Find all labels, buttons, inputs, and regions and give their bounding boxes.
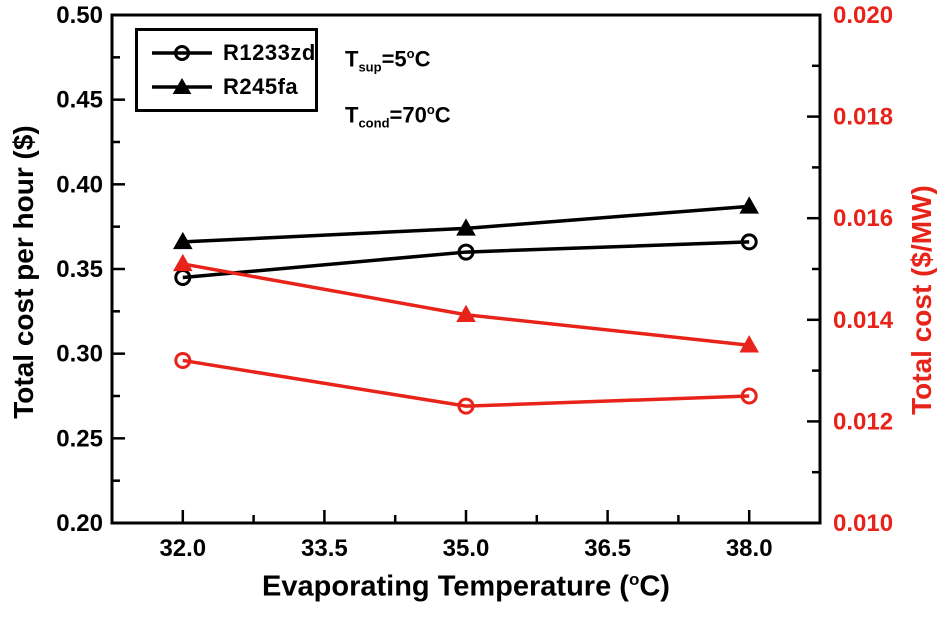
legend-label: R1233zd: [223, 40, 316, 66]
legend-item-r1233zd: R1233zd: [150, 40, 315, 66]
svg-text:0.35: 0.35: [56, 256, 103, 283]
annotation-tcond: Tcond=70oC: [345, 101, 451, 131]
svg-text:0.010: 0.010: [833, 510, 893, 537]
svg-text:0.25: 0.25: [56, 425, 103, 452]
svg-text:0.20: 0.20: [56, 510, 103, 537]
circle-marker-icon: [152, 45, 212, 62]
svg-text:0.012: 0.012: [833, 408, 893, 435]
legend: R1233zd R245fa: [135, 28, 318, 112]
svg-text:0.018: 0.018: [833, 104, 893, 131]
triangle-marker-icon: [152, 77, 212, 94]
svg-text:38.0: 38.0: [726, 535, 773, 562]
svg-text:33.5: 33.5: [301, 535, 348, 562]
svg-text:35.0: 35.0: [443, 535, 490, 562]
svg-text:0.50: 0.50: [56, 2, 103, 29]
svg-text:36.5: 36.5: [584, 535, 631, 562]
legend-item-r245fa: R245fa: [150, 74, 309, 100]
svg-text:32.0: 32.0: [159, 535, 206, 562]
y-axis-label-right: Total cost ($/MW): [906, 185, 937, 415]
y-axis-label-left: Total cost per hour ($): [8, 125, 39, 419]
legend-label: R245fa: [223, 73, 299, 99]
svg-text:0.020: 0.020: [833, 2, 893, 29]
svg-text:0.45: 0.45: [56, 87, 103, 114]
svg-text:0.014: 0.014: [833, 307, 894, 334]
annotations: Tsup=5oC Tcond=70oC: [345, 33, 451, 144]
svg-text:0.016: 0.016: [833, 205, 893, 232]
svg-text:0.30: 0.30: [56, 341, 103, 368]
annotation-tsup: Tsup=5oC: [345, 46, 431, 75]
x-axis-label: Evaporating Temperature (oC): [262, 570, 670, 603]
svg-text:0.40: 0.40: [56, 171, 103, 198]
